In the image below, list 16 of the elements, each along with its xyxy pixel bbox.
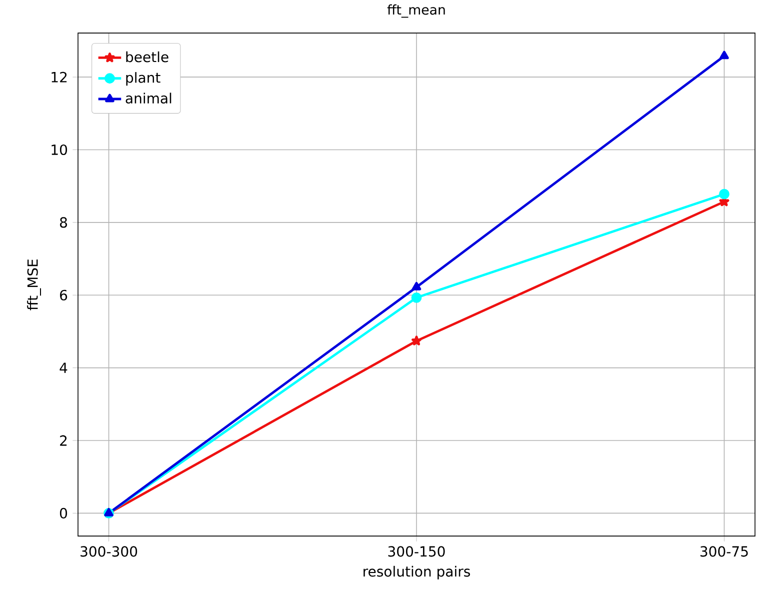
legend-label: plant <box>126 72 160 86</box>
x-tick-label: 300-300 <box>80 546 138 557</box>
y-axis-title: fft_MSE <box>27 259 41 310</box>
x-tick-label: 300-75 <box>700 546 748 557</box>
y-tick-label: 12 <box>52 72 67 82</box>
x-axis-title: resolution pairs <box>364 566 470 580</box>
chart-title: fft_mean <box>387 4 445 18</box>
y-tick-label: 6 <box>60 290 68 300</box>
x-tick-label: 300-150 <box>388 546 445 557</box>
y-tick-label: 10 <box>52 144 68 155</box>
legend-label: beetle <box>126 51 168 62</box>
y-tick-label: 0 <box>60 508 68 518</box>
y-tick-label: 2 <box>60 435 67 446</box>
y-tick-label: 4 <box>60 362 68 373</box>
legend-label: animal <box>126 92 172 104</box>
y-tick-label: 8 <box>60 217 67 228</box>
